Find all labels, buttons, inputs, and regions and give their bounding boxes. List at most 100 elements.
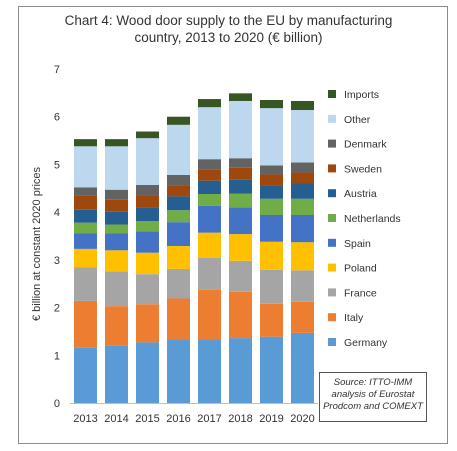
y-tick-label: 1 [54, 350, 60, 362]
legend-swatch [328, 189, 336, 198]
legend-swatch [328, 288, 336, 297]
bar-segment-france-2018 [229, 260, 252, 292]
bar-segment-spain-2020 [291, 215, 314, 243]
bar-segment-italy-2015 [136, 304, 159, 343]
legend-item-spain: Spain [328, 238, 371, 250]
bar-segment-sweden-2014 [105, 199, 128, 212]
bar-stack-2016 [167, 116, 190, 403]
bar-segment-germany-2017 [198, 339, 221, 403]
bar-stack-2019 [260, 100, 283, 403]
bar-segment-france-2014 [105, 271, 128, 307]
bar-segment-poland-2014 [105, 250, 128, 272]
x-tick-label: 2016 [166, 413, 190, 425]
bar-segment-france-2013 [74, 267, 97, 301]
bar-segment-italy-2019 [260, 303, 283, 337]
legend-label: Sweden [344, 163, 382, 175]
source-line-2: analysis of Eurostat [331, 389, 415, 400]
bar-segment-sweden-2018 [229, 167, 252, 180]
bar-segment-poland-2019 [260, 241, 283, 270]
bar-segment-austria-2018 [229, 179, 252, 194]
legend-item-france: France [328, 287, 377, 299]
bar-segment-denmark-2019 [260, 165, 283, 175]
x-tick-label: 2014 [104, 413, 128, 425]
chart-title-line-2: country, 2013 to 2020 (€ billion) [134, 30, 323, 45]
bar-segment-poland-2020 [291, 242, 314, 271]
bar-segment-spain-2016 [167, 222, 190, 247]
legend-swatch [328, 263, 336, 272]
source-note: Source: ITTO-IMM analysis of Eurostat Pr… [319, 372, 427, 422]
bar-segment-germany-2014 [105, 345, 128, 403]
bar-segment-germany-2016 [167, 339, 190, 403]
chart-title: Chart 4: Wood door supply to the EU by m… [0, 12, 457, 46]
bar-segment-denmark-2018 [229, 158, 252, 168]
bar-segment-france-2016 [167, 268, 190, 299]
x-axis: 2013 2014 2015 2016 2017 2018 2019 2020 [70, 403, 318, 425]
bar-segment-germany-2015 [136, 342, 159, 403]
bar-segment-poland-2015 [136, 252, 159, 275]
bar-segment-sweden-2015 [136, 195, 159, 208]
legend-swatch [328, 214, 336, 222]
bar-segment-imports-2014 [105, 139, 128, 147]
legend-label: Germany [344, 337, 388, 349]
legend-label: Other [344, 114, 371, 126]
bar-segment-imports-2015 [136, 131, 159, 139]
bar-segment-netherlands-2016 [167, 210, 190, 223]
legend-label: Italy [344, 312, 364, 324]
bar-segment-denmark-2016 [167, 174, 190, 186]
y-axis-label: € billion at constant 2020 prices [31, 166, 43, 321]
x-tick-label: 2015 [135, 413, 159, 425]
bar-segment-imports-2017 [198, 99, 221, 108]
bar-segment-austria-2014 [105, 211, 128, 225]
bar-segment-spain-2015 [136, 231, 159, 253]
bar-segment-sweden-2016 [167, 185, 190, 197]
y-tick-label: 5 [54, 159, 60, 171]
source-line-1: Source: ITTO-IMM [333, 377, 413, 388]
bar-segment-netherlands-2014 [105, 224, 128, 234]
bar-segment-other-2014 [105, 146, 128, 190]
bar-segment-sweden-2017 [198, 169, 221, 181]
bar-segment-sweden-2019 [260, 174, 283, 186]
bar-segment-imports-2013 [74, 139, 97, 147]
bar-segment-austria-2013 [74, 209, 97, 223]
x-tick-label: 2017 [197, 413, 221, 425]
bar-segment-spain-2013 [74, 233, 97, 249]
bar-segment-sweden-2020 [291, 172, 314, 184]
y-tick-label: 3 [54, 255, 60, 267]
legend-item-austria: Austria [328, 188, 377, 200]
bar-segment-austria-2015 [136, 207, 159, 222]
bar-segment-austria-2017 [198, 180, 221, 195]
bar-segment-italy-2016 [167, 298, 190, 340]
legend-label: Netherlands [344, 213, 401, 225]
y-tick-label: 7 [54, 64, 60, 76]
bar-segment-denmark-2014 [105, 189, 128, 200]
bar-stack-2018 [229, 93, 252, 403]
legend-item-other: Other [328, 114, 371, 126]
bar-segment-italy-2017 [198, 289, 221, 340]
legend-item-netherlands: Netherlands [328, 213, 401, 225]
x-tick-label: 2013 [73, 413, 97, 425]
legend-item-imports: Imports [328, 89, 379, 101]
legend-label: Spain [344, 238, 371, 250]
y-tick-label: 6 [54, 112, 60, 124]
bar-stack-2013 [74, 139, 97, 403]
bar-segment-netherlands-2018 [229, 193, 252, 208]
bar-segment-netherlands-2015 [136, 221, 159, 232]
bar-segment-other-2020 [291, 110, 314, 163]
bar-segment-netherlands-2020 [291, 198, 314, 216]
bar-segment-austria-2016 [167, 196, 190, 211]
bar-segment-france-2020 [291, 270, 314, 302]
bar-segment-france-2017 [198, 257, 221, 290]
legend-label: Imports [344, 89, 379, 101]
legend-swatch [328, 90, 336, 98]
legend-swatch [328, 114, 336, 123]
legend-swatch [328, 238, 336, 247]
bar-stack-2020 [291, 100, 314, 403]
bar-segment-austria-2020 [291, 183, 314, 199]
chart-title-line-1: Chart 4: Wood door supply to the EU by m… [64, 13, 393, 28]
bar-segment-france-2015 [136, 274, 159, 305]
legend-label: Denmark [344, 139, 387, 151]
bar-segment-poland-2018 [229, 234, 252, 261]
bar-segment-other-2018 [229, 100, 252, 159]
x-tick-label: 2020 [290, 413, 314, 425]
bar-segment-denmark-2020 [291, 162, 314, 173]
